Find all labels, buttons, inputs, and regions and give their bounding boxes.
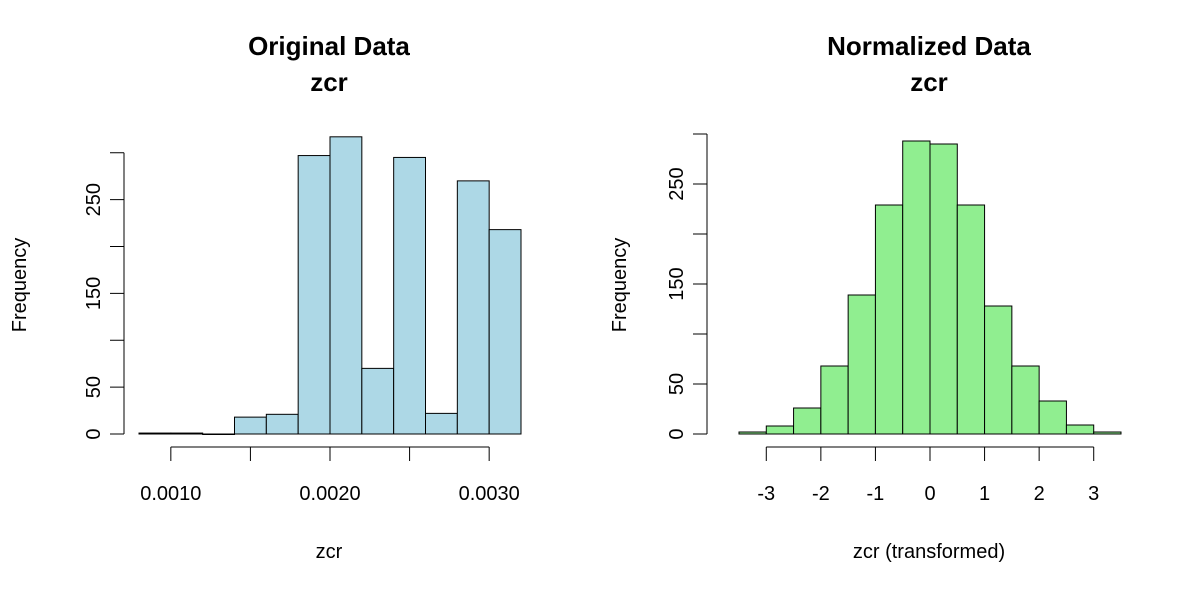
- normalized-x-tick-label-2: -1: [867, 483, 885, 505]
- original-y-axis-label: Frequency: [9, 238, 31, 333]
- normalized-y-tick-label-0: 0: [666, 428, 688, 439]
- normalized-bar-7: [929, 143, 958, 435]
- normalized-x-tick-label-5: 2: [1034, 483, 1045, 505]
- normalized-bar-11: [1038, 400, 1067, 435]
- original-bars: [138, 136, 522, 435]
- normalized-y-tick-label-5: 250: [666, 167, 688, 200]
- normalized-bar-3: [820, 365, 849, 435]
- normalized-bar-5: [874, 204, 904, 435]
- original-bar-4: [265, 413, 299, 435]
- original-title: Original Data: [248, 31, 410, 61]
- original-bar-6: [329, 136, 363, 435]
- normalized-bar-0: [738, 431, 767, 435]
- normalized-x-tick-label-6: 3: [1088, 483, 1099, 505]
- original-bar-0: [138, 432, 172, 435]
- original-bar-2: [202, 433, 236, 435]
- normalized-axes: 0 50 150 250 -3 -2 -1 0 1 2 3: [666, 133, 1099, 505]
- normalized-bar-6: [902, 140, 931, 435]
- original-bar-8: [393, 156, 426, 435]
- original-bar-10: [456, 180, 490, 435]
- normalized-y-tick-label-3: 150: [666, 267, 688, 300]
- normalized-bar-9: [984, 305, 1013, 435]
- normalized-bar-4: [847, 294, 876, 435]
- normalized-bar-12: [1065, 424, 1095, 435]
- original-y-tick-label-3: 150: [83, 277, 105, 310]
- normalized-bar-2: [793, 407, 822, 435]
- original-x-tick-label-2: 0.0020: [299, 483, 360, 505]
- normalized-x-tick-label-1: -2: [812, 483, 830, 505]
- original-data-panel: Original Data zcr zcr Frequency 0 50 150 25…: [9, 31, 522, 563]
- original-y-tick-label-5: 250: [83, 183, 105, 216]
- original-x-axis-label: zcr: [316, 541, 343, 563]
- normalized-data-panel: Normalized Data zcr zcr (transformed) Fr…: [609, 31, 1122, 563]
- normalized-bar-13: [1093, 431, 1122, 435]
- original-bar-9: [425, 412, 458, 435]
- original-axes: 0 50 150 250 0.0010 0.0020 0.0030: [83, 152, 520, 505]
- normalized-x-tick-label-4: 1: [979, 483, 990, 505]
- original-x-tick-label-4: 0.0030: [459, 483, 520, 505]
- original-bar-5: [297, 155, 331, 435]
- normalized-y-axis-label: Frequency: [609, 238, 631, 333]
- normalized-title: Normalized Data: [827, 31, 1031, 61]
- normalized-x-tick-label-3: 0: [924, 483, 935, 505]
- normalized-y-tick-label-1: 50: [666, 373, 688, 395]
- original-y-tick-label-0: 0: [83, 428, 105, 439]
- original-bar-11: [488, 229, 522, 435]
- normalized-subtitle: zcr: [910, 67, 948, 97]
- normalized-bar-8: [956, 204, 986, 435]
- normalized-bar-1: [765, 425, 795, 435]
- normalized-bar-10: [1011, 365, 1040, 435]
- original-subtitle: zcr: [310, 67, 348, 97]
- original-y-tick-label-1: 50: [83, 376, 105, 398]
- original-bar-7: [361, 367, 395, 435]
- normalized-x-axis-label: zcr (transformed): [853, 541, 1005, 563]
- normalized-bars: [738, 140, 1122, 435]
- original-bar-1: [170, 432, 204, 435]
- original-bar-3: [234, 416, 267, 435]
- normalized-x-tick-label-0: -3: [757, 483, 775, 505]
- original-x-tick-label-0: 0.0010: [140, 483, 201, 505]
